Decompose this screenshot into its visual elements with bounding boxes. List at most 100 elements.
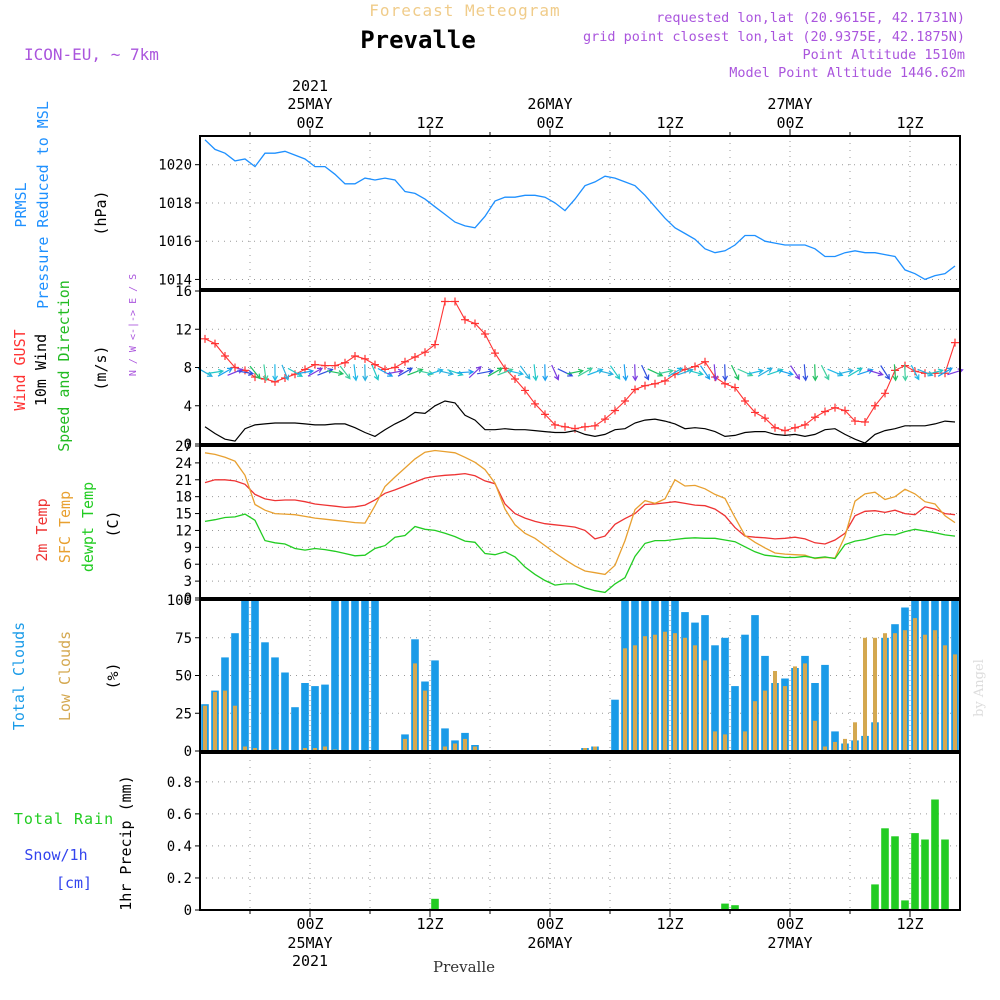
gust-marker — [521, 386, 529, 395]
rain-bar — [431, 898, 439, 910]
gust-marker — [371, 360, 379, 369]
wind-direction-arrow — [902, 364, 909, 382]
wind-direction-arrow — [700, 365, 711, 380]
low-clouds-bar — [663, 631, 667, 751]
date-label-bottom: 27MAY — [767, 934, 812, 952]
gust-marker — [461, 315, 469, 324]
low-clouds-bar — [713, 731, 717, 751]
dewpt-temp-label: dewpt Temp — [79, 482, 97, 572]
low-clouds-bar — [223, 690, 227, 751]
gust-marker — [881, 389, 889, 398]
date-label-bottom: 26MAY — [527, 934, 572, 952]
gust-marker — [621, 396, 629, 405]
gust-marker — [471, 319, 479, 328]
low-clouds-bar — [303, 748, 307, 751]
low-clouds-bar — [593, 746, 597, 751]
total-clouds-bar — [231, 633, 239, 751]
wind-direction-arrow — [737, 368, 754, 377]
wind-direction-arrow — [577, 367, 594, 377]
time-label-bottom: 12Z — [896, 915, 923, 933]
wind-direction-arrow — [641, 364, 650, 381]
low-clouds-bar — [683, 637, 687, 752]
low-clouds-bar — [413, 663, 417, 751]
total-clouds-bar — [811, 683, 819, 751]
gust-marker — [831, 403, 839, 412]
point-altitude: Point Altitude 1510m — [802, 47, 965, 63]
gust-marker — [571, 424, 579, 433]
wind-direction-arrow — [910, 364, 920, 381]
wind-direction-arrow — [722, 364, 729, 382]
wind-direction-arrow — [827, 368, 844, 377]
sfc-temp-label: SFC Temp — [56, 491, 74, 563]
wind-direction-arrow — [326, 370, 345, 376]
low-clouds-bar — [313, 748, 317, 751]
wind-direction-arrow — [207, 368, 225, 375]
wind-direction-arrow — [297, 368, 315, 375]
low-clouds-bar — [653, 634, 657, 751]
total-clouds-bar — [321, 684, 329, 751]
wind-direction-arrow — [362, 364, 369, 382]
wind-direction-arrow — [407, 368, 424, 376]
low-clouds-bar — [763, 690, 767, 751]
time-label-top: 12Z — [896, 114, 923, 132]
y-tick-label: 8 — [184, 361, 192, 377]
low-clouds-bar — [213, 692, 217, 751]
gust-marker — [861, 418, 869, 427]
wind-direction-arrow — [476, 368, 495, 375]
year-label-top: 2021 — [292, 77, 328, 95]
gust-marker — [351, 352, 359, 361]
time-label-bottom: 00Z — [776, 915, 803, 933]
gust-marker — [611, 406, 619, 415]
gust-marker — [511, 374, 519, 383]
y-tick-label: 50 — [175, 669, 192, 685]
low-clouds-bar — [823, 746, 827, 751]
temp-unit: (C) — [104, 510, 122, 537]
total-rain-label: Total Rain — [14, 810, 114, 828]
y-tick-label: 0 — [184, 437, 192, 453]
sfc-temp-line — [204, 449, 956, 576]
rain-bar — [911, 833, 919, 910]
rain-bar — [901, 900, 909, 910]
low-clouds-bar — [473, 746, 477, 751]
gust-marker — [211, 339, 219, 348]
wind-direction-arrow — [927, 368, 944, 375]
gust-marker — [651, 379, 659, 388]
gust-marker — [441, 297, 449, 306]
panel-frame — [199, 135, 961, 290]
gust-marker — [951, 338, 959, 347]
wind-direction-arrow — [867, 369, 884, 377]
precip-unit: 1hr Precip (mm) — [117, 775, 135, 910]
gust-marker — [531, 399, 539, 408]
snow-unit-label: [cm] — [56, 874, 92, 892]
panel-frame — [199, 599, 961, 752]
total-clouds-bar — [721, 637, 729, 752]
wind-direction-arrow — [730, 364, 740, 381]
low-clouds-bar — [463, 738, 467, 751]
gust-marker — [751, 408, 759, 417]
low-clouds-bar — [753, 701, 757, 751]
total-clouds-bar — [281, 672, 289, 751]
wind-direction-arrow — [757, 367, 773, 377]
wind-direction-arrow — [557, 368, 574, 377]
gust-marker — [421, 348, 429, 357]
time-label-bottom: 12Z — [416, 915, 443, 933]
wind-unit: (m/s) — [92, 345, 110, 390]
y-tick-label: 1014 — [158, 272, 192, 288]
wind-direction-arrow — [339, 365, 351, 380]
gust-marker — [601, 415, 609, 424]
gust-marker — [801, 420, 809, 429]
date-label-top: 27MAY — [767, 95, 812, 113]
wind-direction-arrow — [497, 368, 514, 376]
y-tick-label: 9 — [184, 540, 192, 556]
total-clouds-bar — [741, 634, 749, 751]
gust-marker — [401, 357, 409, 366]
wind-direction-arrow — [542, 364, 549, 382]
y-tick-label: 0 — [184, 744, 192, 760]
wind-direction-arrow — [892, 364, 899, 382]
gust-marker — [431, 340, 439, 349]
total-clouds-bar — [351, 600, 359, 751]
y-tick-label: 16 — [175, 284, 192, 300]
low-clouds-bar — [893, 633, 897, 751]
low-clouds-bar — [863, 637, 867, 752]
wind-label: 10m Wind — [32, 334, 50, 406]
